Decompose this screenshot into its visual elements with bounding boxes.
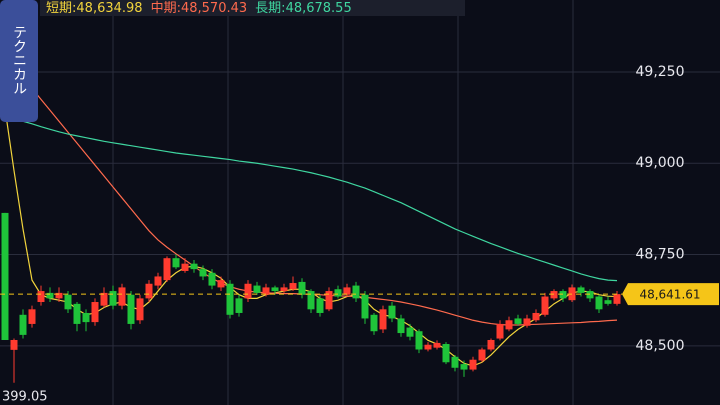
candle-body [262,287,270,295]
legend: 短期:48,634.98 中期:48,570.43 長期:48,678.55 [46,1,352,16]
y-tick-label: 49,000 [636,155,685,171]
candle-body [307,291,315,310]
legend-name: 中期 [151,1,177,16]
candle-body [73,303,81,324]
legend-value: 48,678.55 [286,1,352,16]
candle-body [64,294,72,310]
current-price-box [622,283,719,306]
candle-body [154,276,162,286]
candle-body [496,323,504,339]
candle-body [91,302,99,323]
candle-body [451,356,459,368]
candle-body [325,291,333,310]
tab-background[interactable] [0,0,38,122]
y-tick-label: 49,250 [636,64,685,80]
candle-body [10,339,18,350]
candle-body [37,291,45,303]
legend-separator: : [72,1,76,16]
legend-name: 短期 [46,1,72,16]
candle-body [469,359,477,370]
candle-body [406,327,414,337]
grid [0,71,720,347]
candle-body [298,281,306,295]
legend-value: 48,570.43 [181,1,247,16]
candle-body [424,344,432,350]
y-tick-label: 48,750 [636,247,685,263]
candle-body [316,298,324,313]
candle-body [253,285,261,293]
candle-body [586,291,594,299]
candle-body [487,339,495,350]
candle-body [478,349,486,361]
candle-body [181,263,189,271]
legend-value: 48,634.98 [76,1,142,16]
technical-tab[interactable]: テクニカル [0,0,38,122]
legend-background [40,0,465,16]
candle-body [280,287,288,292]
vertical-grid [112,0,574,405]
candle-body [460,364,468,370]
low-marker: 399.05 [2,390,48,405]
candle-body [559,291,567,299]
candle-body [82,312,90,323]
legend-name: 長期 [255,1,281,16]
candle-body [19,314,27,335]
candle-body [289,283,297,290]
candle-body [442,344,450,363]
candle-body [514,318,522,324]
legend-separator: : [281,1,285,16]
candle-body [397,318,405,334]
price-axis: 49,250 49,000 48,750 48,500 [636,64,685,354]
candle-body [370,314,378,332]
candle-body [523,318,531,326]
candle-body [55,292,63,299]
candle-body [343,287,351,295]
candle-body [127,294,135,324]
candle-body [226,283,234,315]
candle-body [361,294,369,319]
candle-body [136,298,144,321]
candle-body [271,287,279,292]
candle-body [415,331,423,350]
candle-body [541,296,549,315]
candle-body [199,269,207,277]
candle-body [145,283,153,299]
candle-body [379,309,387,330]
candle-body [604,300,612,304]
candle-body [352,285,360,299]
candle-body [1,212,9,340]
candle-body [163,258,171,281]
candle-body [577,287,585,293]
y-tick-label: 48,500 [636,338,685,354]
candles [1,212,621,383]
tab-label[interactable]: テクニカル [11,25,27,95]
candle-body [595,296,603,310]
candle-body [433,342,441,348]
current-price-label: 48,641.61 [639,288,700,302]
candle-body [28,309,36,324]
current-price: 48,641.61 [0,283,719,306]
candle-body [217,280,225,288]
candle-body [190,263,198,270]
candle-body [505,320,513,330]
candle-body [532,312,540,321]
candle-body [334,289,342,297]
candle-body [388,305,396,319]
candle-body [613,294,621,304]
candle-body [208,272,216,286]
candle-body [172,258,180,268]
moving-average-line [4,117,618,282]
legend-separator: : [177,1,181,16]
candle-body [235,298,243,313]
candle-body [100,292,108,306]
candle-body [46,292,54,299]
candle-body [244,283,252,299]
candle-body [118,287,126,306]
candle-body [550,291,558,299]
candle-body [109,291,117,306]
